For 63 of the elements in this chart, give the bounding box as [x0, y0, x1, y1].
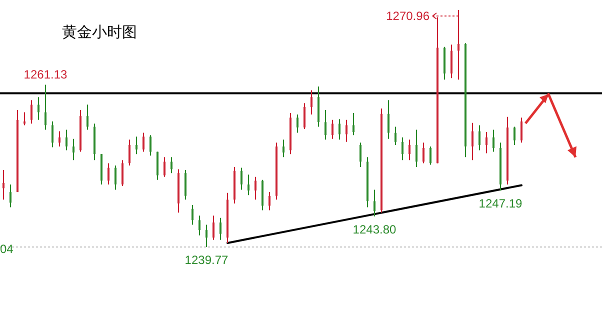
- candlestick: [514, 126, 516, 146]
- candlestick: [324, 109, 326, 140]
- candlestick: [206, 224, 208, 248]
- text: 黄金小时图: [62, 24, 137, 41]
- candlestick: [38, 96, 40, 120]
- candlestick: [72, 138, 74, 161]
- candlestick: [52, 120, 54, 148]
- candlestick: [416, 129, 418, 168]
- annotation: 1270.96: [386, 9, 430, 23]
- candlestick: [240, 167, 242, 190]
- candlestick: [86, 104, 88, 130]
- candlestick: [164, 156, 166, 178]
- candlestick: [44, 84, 46, 130]
- candlestick: [30, 100, 32, 124]
- candlestick: [198, 215, 200, 236]
- candlestick: [374, 189, 376, 217]
- annotation: 1243.80: [352, 222, 397, 236]
- candlestick: [458, 10, 460, 80]
- candlestick: [128, 139, 130, 166]
- candlestick: [136, 136, 138, 155]
- candlestick: [352, 112, 354, 136]
- candlestick: [220, 217, 222, 240]
- candlestick: [296, 114, 298, 134]
- candlestick: [478, 124, 480, 151]
- candlestick: [108, 162, 110, 185]
- candlestick: [212, 215, 214, 240]
- candlestick: [486, 132, 488, 154]
- candlestick: [142, 132, 144, 152]
- candlestick: [2, 170, 4, 200]
- candlestick: [156, 151, 158, 180]
- candlestick: [388, 100, 390, 140]
- annotation: 1261.13: [24, 68, 68, 82]
- candlestick: [360, 142, 362, 168]
- candlestick: [10, 184, 12, 208]
- candlestick: [114, 164, 116, 190]
- candlestick: [422, 142, 424, 164]
- candlestick: [304, 102, 306, 130]
- annotation: 1247.19: [478, 196, 523, 211]
- candlestick: [520, 117, 522, 144]
- candlestick: [170, 156, 172, 174]
- candlestick: [450, 44, 452, 79]
- candlestick: [150, 134, 152, 156]
- annotation: 04: [0, 242, 14, 256]
- candlestick: [192, 204, 194, 226]
- candlestick: [430, 146, 432, 166]
- candlestick: [402, 136, 404, 161]
- candlestick: [408, 139, 410, 161]
- candlestick: [492, 129, 494, 152]
- candlestick: [248, 174, 250, 196]
- candlestick: [472, 122, 474, 161]
- candlestick: [346, 119, 348, 142]
- candlestick: [66, 129, 68, 151]
- annotation: 1239.77: [184, 253, 229, 267]
- candlestick: [268, 192, 270, 211]
- candlestick: [310, 90, 312, 116]
- candlestick: [122, 160, 124, 186]
- candlestick: [184, 170, 186, 200]
- candlestick: [58, 130, 60, 147]
- candlestick: [254, 176, 256, 200]
- candlestick: [282, 139, 284, 158]
- candlestick: [394, 126, 396, 146]
- candlestick: [338, 118, 340, 140]
- candlestick: [332, 119, 334, 140]
